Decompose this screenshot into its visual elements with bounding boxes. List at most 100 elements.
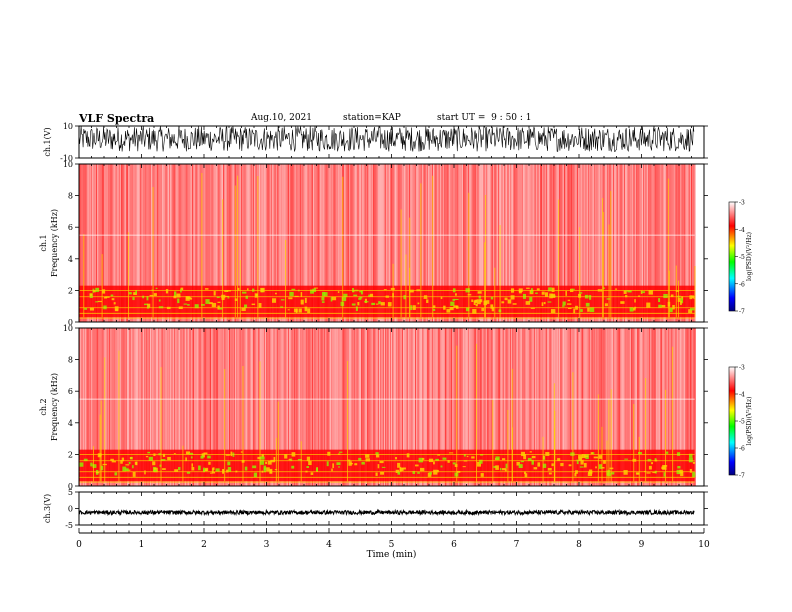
band-speckle — [211, 471, 216, 474]
spectrogram-column — [604, 164, 606, 322]
spectrogram-column — [573, 328, 575, 486]
spectrogram-column — [640, 328, 642, 486]
spectrogram-column — [183, 164, 185, 322]
band-speckle — [357, 301, 360, 306]
spectrogram-column — [287, 164, 289, 322]
band-speckle — [692, 472, 696, 478]
band-speckle — [242, 291, 247, 294]
spectrogram-column — [583, 164, 585, 322]
spectrogram-column — [188, 164, 190, 322]
band-speckle — [589, 307, 595, 313]
spectrogram-column — [226, 328, 228, 486]
band-speckle — [606, 298, 611, 300]
band-speckle — [257, 456, 261, 460]
band-speckle — [162, 453, 166, 457]
spectrogram-column — [560, 328, 562, 486]
spectrogram-column — [274, 328, 276, 486]
band-speckle — [627, 290, 632, 293]
spectrogram-column — [620, 164, 622, 322]
band-speckle — [115, 309, 119, 312]
spectrogram-column — [273, 328, 275, 486]
sferic-spike — [542, 436, 544, 482]
spectrogram-column — [389, 328, 391, 486]
band-speckle — [145, 455, 149, 458]
band-speckle — [387, 302, 392, 307]
spectrogram-column — [155, 328, 157, 486]
spectrogram-column — [113, 164, 115, 322]
spectrogram-column — [151, 164, 153, 322]
spectrogram-column — [629, 328, 631, 486]
spectrogram-column — [346, 164, 348, 322]
sferic-spike — [182, 445, 184, 482]
spectrogram-column — [373, 328, 375, 486]
spectrogram-column — [292, 328, 294, 486]
spectrogram-column — [94, 164, 96, 322]
band-speckle — [598, 455, 603, 459]
spectrogram-column — [85, 164, 87, 322]
spectrogram-column — [664, 164, 666, 322]
spectrogram-column — [261, 164, 263, 322]
spectrogram-column — [581, 164, 583, 322]
ch2-spec-tick-label: 4 — [68, 419, 73, 428]
spectrogram-column — [493, 164, 495, 322]
spectrogram-column — [389, 164, 391, 322]
spectrogram-column — [339, 164, 341, 322]
band-speckle — [547, 301, 552, 303]
spectrogram-column — [262, 328, 264, 486]
band-speckle — [520, 460, 525, 463]
spectrogram-column — [163, 328, 165, 486]
spectrogram-column — [452, 328, 454, 486]
spectrogram-column — [489, 164, 491, 322]
spectrogram-column — [111, 328, 113, 486]
spectrogram-column — [281, 328, 283, 486]
band-speckle — [330, 296, 333, 302]
spectrogram-column — [351, 328, 353, 486]
spectrogram-column — [429, 328, 431, 486]
spectrogram-column — [221, 328, 223, 486]
spectrogram-column — [178, 164, 180, 322]
spectrogram-column — [320, 328, 322, 486]
spectrogram-column — [133, 164, 135, 322]
band-speckle — [580, 308, 583, 312]
spectrogram-column — [363, 164, 365, 322]
spectrogram-column — [310, 328, 312, 486]
spectrogram-column — [518, 164, 520, 322]
spectrogram-column — [182, 328, 184, 486]
spectrogram-column — [681, 164, 683, 322]
spectrogram-column — [232, 164, 234, 322]
spectrogram-column — [169, 328, 171, 486]
band-speckle — [548, 472, 552, 475]
band-speckle — [92, 464, 97, 468]
spectrogram-column — [605, 328, 607, 486]
x-tick-label: 2 — [201, 540, 207, 550]
spectrogram-column — [517, 328, 519, 486]
spectrogram-column — [190, 164, 192, 322]
spectrogram-column — [175, 328, 177, 486]
spectrogram-column — [399, 328, 401, 486]
spectrogram-column — [502, 164, 504, 322]
spectrogram-column — [235, 328, 237, 486]
spectrogram-column — [143, 328, 145, 486]
band-speckle — [620, 301, 625, 304]
spectrogram-column — [482, 164, 484, 322]
band-speckle — [409, 289, 414, 293]
spectrogram-column — [333, 164, 335, 322]
spectrogram-column — [565, 328, 567, 486]
spectrogram-column — [590, 164, 592, 322]
spectrogram-column — [133, 328, 135, 486]
band-speckle — [378, 301, 381, 305]
spectrogram-column — [419, 328, 421, 486]
sferic-spike — [484, 242, 486, 318]
spectrogram-column — [171, 328, 173, 486]
spectrogram-column — [464, 164, 466, 322]
spectrogram-column — [644, 164, 646, 322]
band-speckle — [244, 466, 248, 471]
spectrogram-column — [231, 328, 233, 486]
spectrogram-column — [263, 164, 265, 322]
sferic-spike — [405, 254, 407, 318]
spectrogram-column — [361, 328, 363, 486]
ch2-colorbar-tick-label: -4 — [739, 392, 745, 399]
spectrogram-column — [146, 328, 148, 486]
spectrogram-column — [257, 328, 259, 486]
band-speckle — [226, 290, 231, 292]
